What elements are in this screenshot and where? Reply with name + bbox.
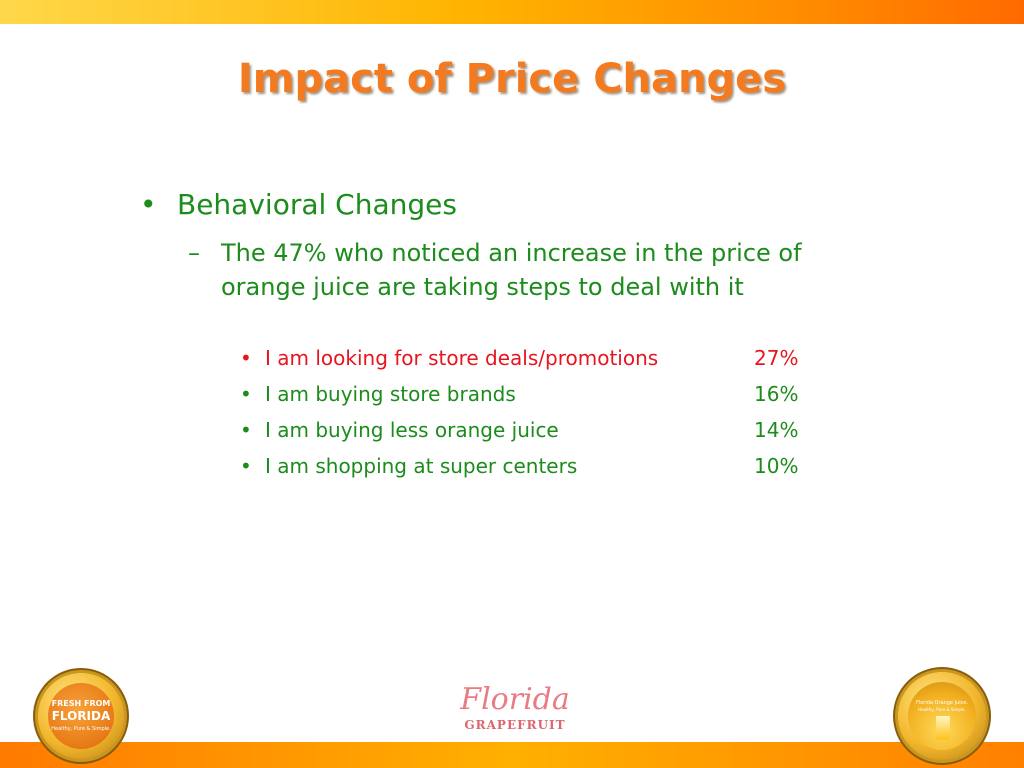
florida-grapefruit-logo: Florida GRAPEFRUIT <box>450 682 580 738</box>
list-item: • I am buying less orange juice 14% <box>240 412 840 448</box>
slide-title: Impact of Price Changes <box>237 56 787 102</box>
seal-inner <box>48 683 114 749</box>
seal-line3: Healthy, Pure & Simple. <box>51 726 111 732</box>
seal-line1: FRESH FROM <box>51 699 111 708</box>
fresh-from-florida-seal: FRESH FROM FLORIDA Healthy, Pure & Simpl… <box>38 673 124 759</box>
item-percent: 16% <box>754 382 799 406</box>
list-item: • I am shopping at super centers 10% <box>240 448 840 484</box>
item-percent: 27% <box>754 346 799 370</box>
seal-line2: Healthy, Pure & Simple. <box>918 707 966 712</box>
item-label: I am buying store brands <box>265 382 516 406</box>
bullet-level2-text: The 47% who noticed an increase in the p… <box>221 239 802 301</box>
item-label: I am shopping at super centers <box>265 454 578 478</box>
bullet-level1-text: Behavioral Changes <box>177 188 457 221</box>
list-item: • I am looking for store deals/promotion… <box>240 340 840 376</box>
top-decorative-bar <box>0 0 1024 24</box>
seal-line1: Florida Orange Juice. <box>915 700 969 706</box>
dash-marker: – <box>188 239 200 267</box>
logo-subtitle: GRAPEFRUIT <box>464 718 566 732</box>
logo-script: Florida <box>460 682 570 717</box>
list-item: • I am buying store brands 16% <box>240 376 840 412</box>
juice-glass-icon <box>936 716 950 740</box>
bullet-marker: • <box>140 188 157 221</box>
item-label: I am buying less orange juice <box>265 418 559 442</box>
bottom-decorative-bar <box>0 742 1024 768</box>
item-marker: • <box>240 346 252 370</box>
item-label: I am looking for store deals/promotions <box>265 346 659 370</box>
item-marker: • <box>240 454 252 478</box>
seal-line2: FLORIDA <box>51 709 111 723</box>
orange-juice-seal: Florida Orange Juice. Healthy, Pure & Si… <box>898 672 986 760</box>
item-percent: 10% <box>754 454 799 478</box>
item-marker: • <box>240 418 252 442</box>
item-marker: • <box>240 382 252 406</box>
item-percent: 14% <box>754 418 799 442</box>
